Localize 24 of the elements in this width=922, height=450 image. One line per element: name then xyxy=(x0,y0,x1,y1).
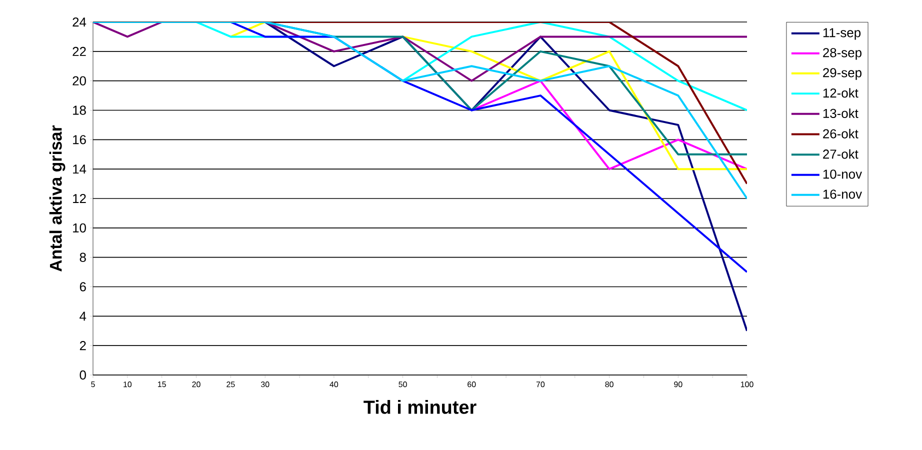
legend-label: 12-okt xyxy=(823,88,858,98)
y-tick-label: 20 xyxy=(72,76,86,86)
y-tick-label: 22 xyxy=(72,46,86,56)
y-tick-label: 14 xyxy=(73,164,86,174)
y-tick-label: 2 xyxy=(80,341,86,350)
legend-label: 10-nov xyxy=(823,170,862,179)
y-tick-label: 4 xyxy=(80,312,86,321)
y-tick-label: 6 xyxy=(80,282,86,292)
legend-label: 16-nov xyxy=(823,190,862,199)
y-tick-label: 18 xyxy=(73,106,86,115)
legend-label: 26-okt xyxy=(823,128,858,138)
legend-label: 13-okt xyxy=(823,108,858,118)
legend-label: 27-okt xyxy=(823,149,858,159)
y-tick-label: 10 xyxy=(73,223,86,232)
y-tick-label: 16 xyxy=(73,135,86,144)
y-tick-label: 12 xyxy=(73,194,86,204)
x-axis-title: Tid i minuter xyxy=(364,400,476,414)
legend-label: 11-sep xyxy=(823,28,861,40)
y-tick-label: 0 xyxy=(80,370,86,380)
legend-label: 29-sep xyxy=(823,68,862,80)
legend-label: 28-sep xyxy=(823,48,862,60)
y-axis-title: Antal aktiva grisar xyxy=(49,125,66,272)
y-tick-label: 24 xyxy=(72,17,86,27)
y-tick-label: 8 xyxy=(80,252,86,262)
